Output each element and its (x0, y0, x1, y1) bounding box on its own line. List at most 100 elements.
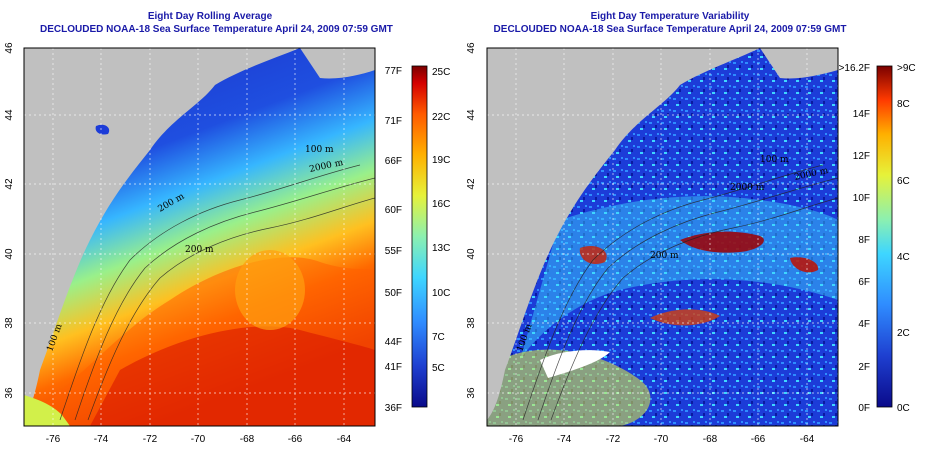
left-cb-c-label: 5C (432, 363, 445, 374)
right-colorbar-c-labels: >9C 8C 6C 4C 2C 0C (897, 63, 916, 414)
right-cb-c-label: 2C (897, 328, 910, 339)
right-title: Eight Day Temperature Variability DECLOU… (480, 10, 860, 36)
left-land (24, 48, 300, 420)
left-y-tick: 44 (4, 109, 15, 121)
left-contour-label-5: 100 m (305, 145, 334, 155)
left-bathymetry-contours (59, 164, 375, 421)
left-cb-f-label: 44F (385, 337, 402, 348)
left-y-tick: 40 (4, 248, 15, 260)
left-title-line1: Eight Day Rolling Average (147, 11, 273, 22)
left-graticule (24, 48, 375, 426)
left-x-tick: -64 (337, 434, 352, 445)
right-graticule (487, 48, 838, 426)
left-cb-c-label: 25C (432, 67, 450, 78)
right-cb-c-label: 6C (897, 176, 910, 187)
left-cb-f-label: 50F (385, 288, 402, 299)
right-cb-f-label: 0F (858, 403, 870, 414)
right-hotspot-2 (790, 257, 819, 273)
right-hotspot-3 (579, 245, 607, 265)
left-warm-eddy (235, 250, 305, 330)
right-no-data-patch (540, 350, 610, 378)
right-cb-f-label: 4F (858, 319, 870, 330)
right-cb-f-label: 6F (858, 277, 870, 288)
left-cb-f-label: 60F (385, 205, 402, 216)
right-cb-f-label: 10F (853, 193, 870, 204)
right-x-tick: -70 (654, 434, 669, 445)
left-cb-c-label: 13C (432, 243, 450, 254)
right-title-line1: Eight Day Temperature Variability (590, 11, 750, 22)
right-cb-c-label: 4C (897, 252, 910, 263)
right-y-tick: 46 (466, 42, 477, 54)
right-x-tick: -66 (751, 434, 766, 445)
left-y-tick: 42 (4, 178, 15, 190)
left-cb-f-label: 77F (385, 66, 402, 77)
left-gulf-stream (90, 326, 375, 426)
left-colorbar-c-labels: 25C 22C 19C 16C 13C 10C 7C 5C (432, 67, 450, 374)
right-x-tick: -76 (509, 434, 524, 445)
left-y-tick: 46 (4, 42, 15, 54)
right-hotspot-1 (680, 231, 764, 253)
right-hotspot-4 (650, 309, 720, 326)
left-cb-f-label: 71F (385, 116, 402, 127)
right-x-tick: -68 (703, 434, 718, 445)
left-cb-f-label: 66F (385, 156, 402, 167)
right-y-axis: 36 38 40 42 44 46 (466, 42, 477, 399)
left-colorbar-f-labels: 77F 71F 66F 60F 55F 50F 44F 41F 36F (385, 66, 402, 414)
left-y-tick: 36 (4, 387, 15, 399)
left-x-axis: -76 -74 -72 -70 -68 -66 -64 (46, 434, 352, 445)
left-cb-f-label: 55F (385, 246, 402, 257)
left-cb-f-label: 41F (385, 362, 402, 373)
left-cb-c-label: 7C (432, 332, 445, 343)
left-title: Eight Day Rolling Average DECLOUDED NOAA… (40, 10, 393, 36)
right-y-tick: 38 (466, 317, 477, 329)
left-colorbar (411, 65, 428, 408)
left-map (24, 48, 375, 426)
left-y-tick: 38 (4, 317, 15, 329)
left-shelf-coastal (24, 395, 70, 426)
left-x-tick: -72 (143, 434, 158, 445)
right-y-tick: 40 (466, 248, 477, 260)
right-title-line2: DECLOUDED NOAA-18 Sea Surface Temperatur… (493, 24, 847, 35)
right-contour-label-4: 200 m (650, 251, 679, 261)
right-land-ne (760, 48, 838, 79)
right-x-tick: -74 (557, 434, 572, 445)
right-high-variability-south (487, 349, 651, 426)
right-map (487, 48, 838, 426)
left-title-line2: DECLOUDED NOAA-18 Sea Surface Temperatur… (40, 24, 393, 35)
right-cb-c-label: >9C (897, 63, 916, 74)
right-cb-f-label: 12F (853, 151, 870, 162)
right-x-tick: -72 (606, 434, 621, 445)
right-cb-f-label: 14F (853, 109, 870, 120)
left-map-frame (23, 47, 376, 427)
right-x-tick: -64 (800, 434, 815, 445)
right-contour-label-5: 100 m (760, 155, 789, 165)
right-y-tick: 42 (466, 178, 477, 190)
right-y-tick: 36 (466, 387, 477, 399)
right-cb-c-label: 8C (897, 99, 910, 110)
left-y-axis: 36 38 40 42 44 46 (4, 42, 15, 399)
left-cb-c-label: 16C (432, 199, 450, 210)
right-x-axis: -76 -74 -72 -70 -68 -66 -64 (509, 434, 815, 445)
right-colorbar (876, 65, 893, 408)
left-cb-f-label: 36F (385, 403, 402, 414)
left-x-tick: -70 (191, 434, 206, 445)
right-bathymetry-contours (522, 164, 838, 421)
right-cb-f-label: 8F (858, 235, 870, 246)
left-x-tick: -68 (240, 434, 255, 445)
right-y-tick: 44 (466, 109, 477, 121)
right-map-frame (486, 47, 839, 427)
left-x-tick: -74 (94, 434, 109, 445)
right-land (487, 48, 760, 420)
right-cb-c-label: 0C (897, 403, 910, 414)
right-colorbar-f-labels: >16.2F 14F 12F 10F 8F 6F 4F 2F 0F (839, 63, 870, 414)
left-cb-c-label: 19C (432, 155, 450, 166)
left-lake (95, 124, 110, 135)
left-x-tick: -66 (288, 434, 303, 445)
left-contour-label-3: 200 m (185, 245, 214, 255)
left-x-tick: -76 (46, 434, 61, 445)
left-cb-c-label: 10C (432, 288, 450, 299)
left-cb-c-label: 22C (432, 112, 450, 123)
right-cb-f-label: >16.2F (839, 63, 870, 74)
right-cb-f-label: 2F (858, 362, 870, 373)
